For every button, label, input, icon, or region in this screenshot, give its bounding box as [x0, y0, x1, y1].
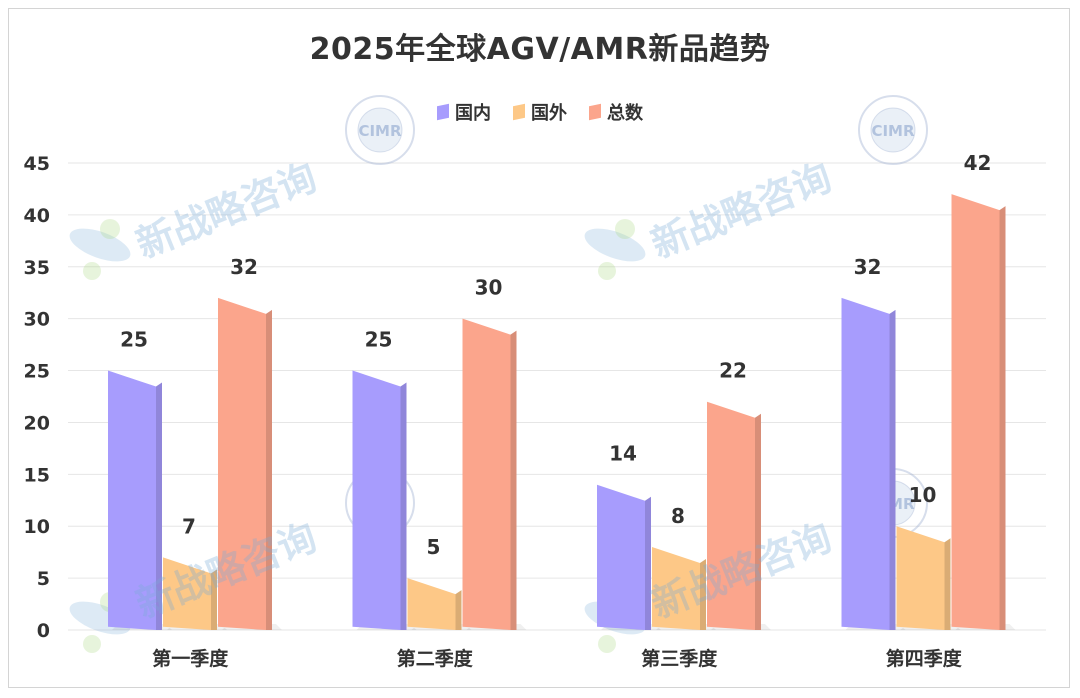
data-label: 8 [671, 504, 685, 528]
watermark-blob-icon [615, 219, 635, 239]
bar-side [400, 382, 407, 630]
watermark-seal-text: CIMR [871, 122, 915, 140]
y-tick-label: 10 [24, 516, 50, 538]
bar [462, 318, 511, 630]
legend-item-total: 总数 [589, 99, 643, 125]
watermark-seal-icon [345, 95, 415, 165]
watermark-blob-icon [69, 228, 131, 262]
y-tick-label: 40 [24, 205, 50, 227]
bar-side [755, 413, 761, 630]
bar [707, 401, 755, 630]
watermark-blob-icon [598, 635, 616, 653]
bar-side [999, 206, 1006, 630]
x-tick-label: 第四季度 [886, 647, 963, 670]
data-label: 42 [964, 151, 992, 175]
data-label: 14 [609, 442, 637, 466]
data-label: 25 [120, 328, 148, 352]
bar [352, 370, 401, 630]
watermark-blob-icon [83, 635, 101, 653]
bar-side [645, 496, 651, 630]
y-tick-label: 30 [24, 309, 50, 331]
chart-title: 2025年全球AGV/AMR新品趋势 [309, 32, 771, 67]
bar [597, 484, 645, 630]
data-label: 32 [230, 255, 258, 279]
bar-side [510, 330, 517, 630]
legend-label-total: 总数 [607, 103, 643, 124]
watermark-blob-icon [584, 228, 646, 262]
watermark-seal-text: CIMR [358, 122, 402, 140]
bar-side [211, 569, 217, 630]
watermark-blob-icon [83, 262, 101, 280]
watermark-seal-icon [858, 95, 928, 165]
data-label: 5 [427, 535, 441, 559]
data-label: 32 [854, 255, 882, 279]
y-tick-label: 35 [24, 257, 50, 279]
watermark-seal-icon [357, 107, 403, 153]
data-label: 10 [909, 483, 937, 507]
data-label: 30 [475, 276, 503, 300]
x-tick-label: 第一季度 [152, 647, 229, 670]
bar [896, 526, 945, 630]
y-tick-label: 5 [37, 568, 50, 590]
bar-side [266, 309, 272, 630]
data-label: 7 [182, 514, 196, 538]
watermark-blob-icon [598, 262, 616, 280]
bar-side [455, 590, 462, 630]
data-label: 25 [365, 328, 393, 352]
bar [841, 297, 890, 630]
legend-item-domestic: 国内 [437, 99, 491, 125]
bar [951, 194, 1000, 630]
x-tick-label: 第三季度 [641, 647, 718, 670]
y-tick-label: 25 [24, 361, 50, 383]
bar [218, 297, 266, 630]
y-tick-label: 0 [37, 620, 50, 642]
y-tick-label: 20 [24, 412, 50, 434]
bar [652, 546, 700, 630]
x-tick-label: 第二季度 [397, 647, 474, 670]
bar-side [700, 558, 706, 630]
y-tick-label: 45 [24, 153, 50, 175]
bar-side [156, 382, 162, 630]
bar [163, 557, 211, 630]
data-label: 22 [719, 359, 747, 383]
chart-legend: 国内 国外 总数 [0, 99, 1080, 125]
legend-label-domestic: 国内 [455, 103, 491, 124]
bar-side [889, 309, 896, 630]
y-tick-label: 15 [24, 464, 50, 486]
legend-label-foreign: 国外 [531, 103, 567, 124]
watermark-seal-icon [870, 107, 916, 153]
bar-side [944, 538, 951, 630]
bar [407, 578, 456, 630]
watermark-blob-icon [100, 219, 120, 239]
bar [108, 370, 156, 630]
legend-item-foreign: 国外 [513, 99, 567, 125]
